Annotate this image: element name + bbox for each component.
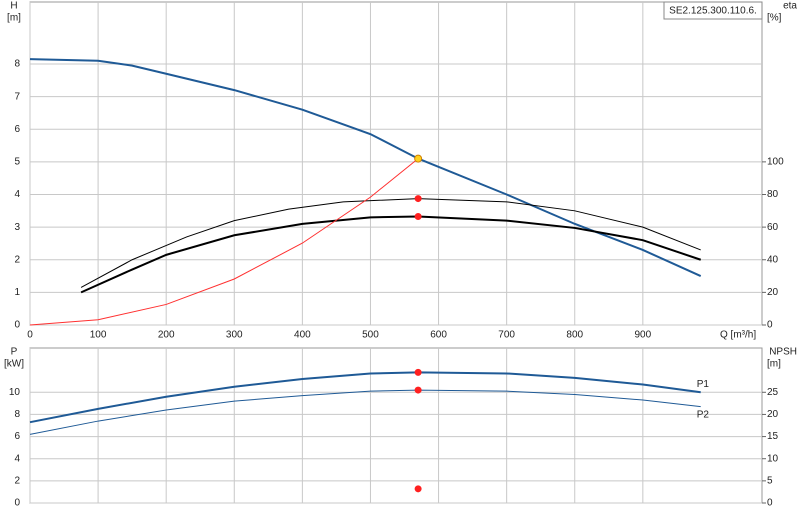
plot-area bbox=[29, 347, 763, 504]
operating-point bbox=[414, 485, 422, 493]
y2-axis-unit: [m] bbox=[767, 359, 781, 370]
operating-point bbox=[414, 154, 423, 163]
series-line bbox=[29, 371, 701, 424]
y2-tick-label: 10 bbox=[767, 453, 779, 464]
operating-point bbox=[414, 368, 422, 376]
x-tick-label: 800 bbox=[566, 330, 583, 341]
x-tick-label: 500 bbox=[362, 330, 379, 341]
x-axis-label: Q [m³/h] bbox=[720, 330, 756, 341]
y-tick-label: 3 bbox=[14, 222, 20, 233]
y2-tick-label: 5 bbox=[767, 475, 773, 486]
series-line bbox=[29, 58, 702, 277]
series-line bbox=[29, 158, 419, 326]
x-tick-label: 100 bbox=[90, 330, 107, 341]
label-box-text: SE2.125.300.110.6. bbox=[669, 6, 757, 17]
plot-area bbox=[29, 1, 763, 326]
y-tick-label: 2 bbox=[14, 254, 20, 265]
y-tick-label: 5 bbox=[14, 157, 20, 168]
y2-tick-label: 0 bbox=[767, 320, 773, 331]
series-label: P2 bbox=[697, 409, 710, 420]
y-tick-label: 8 bbox=[14, 409, 20, 420]
y2-tick-label: 15 bbox=[767, 431, 779, 442]
x-tick-label: 900 bbox=[634, 330, 651, 341]
y-tick-label: 0 bbox=[14, 498, 20, 509]
x-tick-label: 600 bbox=[430, 330, 447, 341]
y-tick-label: 4 bbox=[14, 453, 20, 464]
x-tick-label: 700 bbox=[498, 330, 515, 341]
series-line bbox=[80, 198, 701, 288]
y-tick-label: 1 bbox=[14, 287, 20, 298]
x-tick-label: 300 bbox=[226, 330, 243, 341]
operating-point bbox=[414, 213, 422, 221]
y-tick-label: 6 bbox=[14, 124, 20, 135]
label-box bbox=[663, 1, 763, 20]
y2-axis-unit: [%] bbox=[767, 13, 782, 24]
y-axis-unit: [kW] bbox=[4, 359, 24, 370]
y-tick-label: 6 bbox=[14, 431, 20, 442]
y-tick-label: 0 bbox=[14, 320, 20, 331]
y2-tick-label: 40 bbox=[767, 254, 779, 265]
y2-tick-label: 80 bbox=[767, 189, 779, 200]
x-tick-label: 0 bbox=[27, 330, 33, 341]
operating-point bbox=[414, 386, 422, 394]
y2-axis-label: eta bbox=[783, 1, 797, 12]
series-line bbox=[80, 215, 702, 294]
operating-point bbox=[414, 195, 422, 203]
y2-tick-label: 20 bbox=[767, 409, 779, 420]
y-axis-label: P bbox=[11, 347, 18, 358]
y2-tick-label: 100 bbox=[767, 157, 784, 168]
series-line bbox=[29, 389, 701, 435]
y2-tick-label: 20 bbox=[767, 287, 779, 298]
y2-tick-label: 60 bbox=[767, 222, 779, 233]
y-tick-label: 7 bbox=[14, 91, 20, 102]
y-tick-label: 8 bbox=[14, 59, 20, 70]
x-tick-label: 200 bbox=[158, 330, 175, 341]
y-tick-label: 4 bbox=[14, 189, 20, 200]
y2-tick-label: 0 bbox=[767, 498, 773, 509]
y2-axis-label: NPSH bbox=[769, 347, 797, 358]
y-tick-label: 10 bbox=[9, 387, 21, 398]
y-axis-label: H bbox=[10, 1, 17, 12]
y-tick-label: 2 bbox=[14, 475, 20, 486]
x-tick-label: 400 bbox=[294, 330, 311, 341]
y2-tick-label: 25 bbox=[767, 387, 779, 398]
series-label: P1 bbox=[697, 379, 710, 390]
y-axis-unit: [m] bbox=[7, 13, 21, 24]
